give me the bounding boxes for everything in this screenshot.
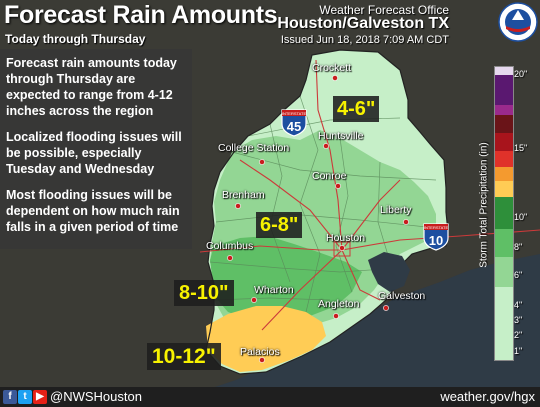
legend-tick-10: 10"	[514, 212, 528, 222]
city-label-columbus: Columbus	[206, 240, 254, 252]
issued-time: Issued Jun 18, 2018 7:09 AM CDT	[280, 34, 449, 46]
galveston-marker	[383, 305, 389, 311]
color-seg-purple	[495, 75, 513, 105]
galveston-bay	[368, 252, 410, 292]
amount-label-coast: 10-12"	[147, 343, 221, 370]
precip-color-bar	[494, 66, 514, 361]
huntsville-marker	[323, 143, 329, 149]
color-seg-light-green	[495, 287, 513, 360]
color-seg-magenta	[495, 105, 513, 115]
color-seg-red	[495, 151, 513, 167]
amount-label-central: 6-8"	[256, 212, 303, 238]
i10-shield-number: 10	[429, 233, 443, 248]
rain-zone-10-12	[206, 306, 326, 372]
twitter-icon[interactable]: t	[18, 390, 32, 404]
legend-title-text: Storm Total Precipitation (in)	[478, 142, 490, 268]
city-markers	[227, 75, 409, 363]
color-seg-yellow	[495, 181, 513, 197]
website-url[interactable]: weather.gov/hgx	[440, 389, 535, 404]
color-seg-mid-green	[495, 257, 513, 287]
color-seg-dark-green	[495, 197, 513, 229]
city-label-huntsville: Huntsville	[318, 130, 364, 142]
i10-shield: INTERSTATE 10	[423, 223, 449, 251]
color-seg-lavender	[495, 67, 513, 75]
amount-label-southwest: 8-10"	[174, 280, 234, 306]
city-label-liberty: Liberty	[380, 204, 412, 216]
gulf-of-mexico	[200, 254, 540, 392]
houston-metro-outline	[333, 241, 351, 257]
legend-tick-3: 3"	[514, 315, 523, 325]
footer-bar	[0, 387, 540, 407]
legend-tick-6: 6"	[514, 270, 523, 280]
message-paragraph-1: Forecast rain amounts today through Thur…	[6, 56, 177, 118]
county-lines	[209, 95, 437, 313]
message-paragraph-3: Most flooding issues will be dependent o…	[6, 188, 180, 234]
i45-shield-top: INTERSTATE	[282, 111, 307, 116]
city-label-college-station: College Station	[218, 142, 290, 154]
palacios-marker	[259, 357, 265, 363]
legend-tick-1: 1"	[514, 346, 523, 356]
houston-marker	[339, 245, 345, 251]
city-label-palacios: Palacios	[240, 346, 280, 358]
graphic-title: Forecast Rain Amounts	[4, 1, 278, 29]
color-seg-darkest-red	[495, 115, 513, 133]
legend-tick-2: 2"	[514, 330, 523, 340]
columbus-marker	[227, 255, 233, 261]
cwa-border	[205, 49, 449, 375]
highways	[199, 59, 540, 331]
liberty-marker	[403, 219, 409, 225]
graphic-subtitle: Today through Thursday	[5, 32, 146, 46]
wharton-marker	[251, 297, 257, 303]
i10-shield-top: INTERSTATE	[424, 225, 449, 230]
city-label-angleton: Angleton	[318, 298, 360, 310]
legend-tick-15: 15"	[514, 143, 528, 153]
i45-shield: INTERSTATE 45	[281, 109, 307, 137]
amount-label-north: 4-6"	[333, 96, 380, 122]
i45-shield-number: 45	[287, 119, 301, 134]
legend-title: Storm Total Precipitation (in)	[474, 60, 494, 350]
legend-tick-8: 8"	[514, 242, 523, 252]
office-line-1: Weather Forecast Office	[319, 3, 449, 17]
conroe-marker	[335, 183, 341, 189]
noaa-nws-logo	[498, 2, 538, 42]
color-seg-orange	[495, 167, 513, 181]
city-label-crockett: Crockett	[312, 62, 352, 74]
brenham-marker	[235, 203, 241, 209]
message-paragraph-2: Localized flooding issues will be possib…	[6, 130, 182, 176]
legend-tick-4: 4"	[514, 300, 523, 310]
city-label-brenham: Brenham	[222, 189, 265, 201]
city-label-wharton: Wharton	[254, 284, 294, 296]
color-seg-dark-red	[495, 133, 513, 151]
twitter-handle[interactable]: @NWSHouston	[50, 389, 142, 404]
youtube-icon[interactable]: ▶	[33, 390, 47, 404]
legend-tick-20: 20"	[514, 69, 528, 79]
city-label-houston: Houston	[326, 232, 366, 244]
facebook-icon[interactable]: f	[3, 390, 17, 404]
college-station-marker	[259, 159, 265, 165]
city-label-conroe: Conroe	[312, 170, 347, 182]
angleton-marker	[333, 313, 339, 319]
crockett-marker	[332, 75, 338, 81]
color-seg-green	[495, 229, 513, 257]
city-label-galveston: Galveston	[378, 290, 426, 302]
office-line-2: Houston/Galveston TX	[277, 15, 449, 32]
message-panel: Forecast rain amounts today through Thur…	[0, 49, 192, 249]
